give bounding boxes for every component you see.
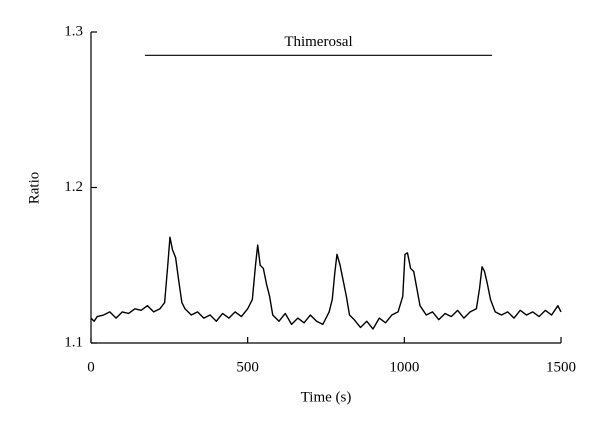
y-tick-label: 1.2 xyxy=(64,179,83,195)
x-tick-label: 1500 xyxy=(546,359,576,375)
x-tick-label: 500 xyxy=(236,359,259,375)
y-tick-label: 1.3 xyxy=(64,23,83,39)
x-tick-label: 0 xyxy=(87,359,95,375)
x-tick-label: 1000 xyxy=(389,359,419,375)
data-line xyxy=(90,236,562,330)
y-axis-label: Ratio xyxy=(26,172,42,205)
annotation-label: Thimerosal xyxy=(284,34,352,50)
x-axis-label: Time (s) xyxy=(301,389,352,405)
y-tick-label: 1.1 xyxy=(64,334,83,350)
